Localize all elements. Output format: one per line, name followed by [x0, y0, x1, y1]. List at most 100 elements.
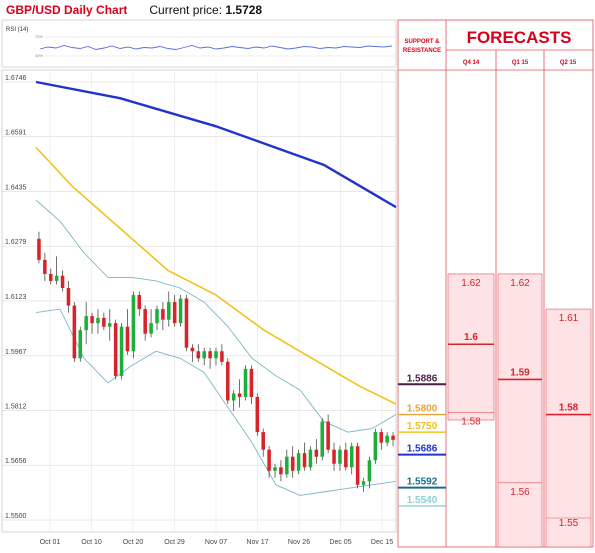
y-tick-label: 1.6591 [5, 129, 27, 136]
candle-body [161, 309, 165, 320]
candle-body [48, 273, 53, 281]
candle-body [261, 432, 265, 450]
forecast-column-q1-15: Q1 15 [512, 60, 529, 66]
sr-level-label: 1.5750 [407, 421, 438, 432]
candle-body [373, 432, 378, 461]
forecast-box [497, 273, 543, 548]
sr-level-label: 1.5540 [407, 495, 438, 506]
forecast-low-label: 1.55 [559, 518, 579, 529]
x-tick-label: Nov 26 [288, 539, 310, 546]
forecasts-title: FORECASTS [467, 28, 572, 47]
candle-body [385, 435, 389, 443]
candle-body [243, 368, 248, 397]
candle-body [90, 316, 94, 324]
support-resistance-label-1: SUPPORT & [404, 39, 440, 45]
rsi-upper-label: 70% [35, 34, 43, 39]
y-tick-label: 1.5500 [5, 513, 27, 520]
candle-body [249, 368, 254, 397]
x-tick-label: Oct 10 [81, 539, 102, 546]
candle-body [320, 421, 324, 457]
candle-body [367, 460, 372, 482]
candle-body [220, 351, 224, 362]
candle-body [172, 302, 177, 324]
y-tick-label: 1.6435 [5, 184, 27, 191]
candle-body [338, 449, 342, 464]
candle-body [37, 238, 41, 260]
candle-body [125, 326, 130, 352]
candle-body [231, 393, 236, 401]
x-tick-label: Oct 29 [164, 539, 185, 546]
x-tick-label: Nov 17 [246, 539, 268, 546]
forecast-high-label: 1.62 [461, 278, 481, 289]
candle-body [72, 305, 77, 359]
candle-body [202, 351, 206, 359]
current-price-readout: Current price: 1.5728 [149, 3, 262, 17]
candle-body [267, 449, 271, 471]
forecast-boxes: 1.62 1.6 1.58 1.62 1.59 1.56 1.61 1.58 1.55 [447, 273, 592, 548]
forecast-column-q4-14: Q4 14 [463, 60, 480, 66]
candle-body [131, 295, 136, 352]
candle-body [196, 351, 201, 359]
series-line [35, 199, 397, 433]
y-tick-label: 1.5656 [5, 458, 27, 465]
forecast-mid-label: 1.6 [464, 332, 478, 343]
candle-body [66, 287, 71, 306]
candle-body [344, 449, 348, 468]
rsi-label: RSI (14) [6, 27, 28, 33]
candle-body [54, 275, 59, 281]
price-panel: 1.6746 1.6591 1.6435 1.6279 1.6123 1.5967 1.58… [1, 69, 397, 546]
x-grid [49, 72, 383, 532]
sr-level-label: 1.5592 [407, 477, 438, 488]
candle-body [273, 467, 277, 471]
candle-body [155, 309, 159, 324]
x-tick-label: Dec 05 [329, 539, 351, 546]
forecast-box [545, 308, 592, 548]
chart-header: GBP/USD Daily Chart Current price: 1.572… [0, 0, 398, 20]
indicator-lines [35, 80, 397, 496]
candle-body [361, 481, 366, 485]
support-resistance-label-2: RESISTANCE [403, 48, 441, 54]
candle-body [137, 295, 142, 310]
rsi-line [39, 45, 393, 50]
forecast-low-label: 1.58 [461, 417, 481, 428]
forecast-mid-label: 1.58 [559, 403, 579, 414]
candle-body [391, 435, 395, 440]
candle-body [332, 449, 336, 464]
sr-level-label: 1.5800 [407, 404, 438, 415]
candle-body [302, 453, 307, 468]
candle-body [379, 432, 384, 443]
y-tick-label: 1.6123 [5, 294, 27, 301]
candle-body [190, 347, 195, 352]
sr-level-label: 1.5886 [407, 373, 438, 384]
candle-body [214, 351, 218, 359]
candle-body [255, 396, 260, 433]
candle-body [290, 456, 295, 471]
candle-body [143, 309, 147, 334]
candle-body [84, 316, 88, 331]
x-tick-label: Oct 01 [40, 539, 61, 546]
candle-body [178, 298, 183, 324]
forecast-column-q2-15: Q2 15 [560, 60, 577, 66]
candle-body [208, 351, 212, 359]
candle-body [285, 456, 289, 475]
candle-body [119, 326, 124, 376]
y-tick-labels: 1.6746 1.6591 1.6435 1.6279 1.6123 1.5967 1.58… [5, 75, 27, 520]
candle-body [349, 446, 354, 468]
x-tick-labels: Oct 01 Oct 10 Oct 20 Oct 29 Nov 07 Nov 17 Nov … [40, 539, 394, 546]
forecast-low-label: 1.56 [510, 487, 530, 498]
candle-body [102, 317, 106, 327]
candle-body [43, 259, 47, 274]
x-tick-label: Oct 20 [123, 539, 144, 546]
forecast-mid-label: 1.59 [510, 367, 530, 378]
candle-body [60, 275, 65, 288]
candle-body [326, 421, 330, 450]
y-tick-label: 1.6279 [5, 239, 27, 246]
candle-body [113, 323, 118, 376]
series-line [35, 80, 397, 209]
chart-title: GBP/USD Daily Chart [6, 3, 128, 17]
candle-body [314, 449, 319, 457]
candle-body [167, 302, 171, 320]
candle-body [237, 393, 242, 397]
x-tick-label: Nov 07 [205, 539, 227, 546]
